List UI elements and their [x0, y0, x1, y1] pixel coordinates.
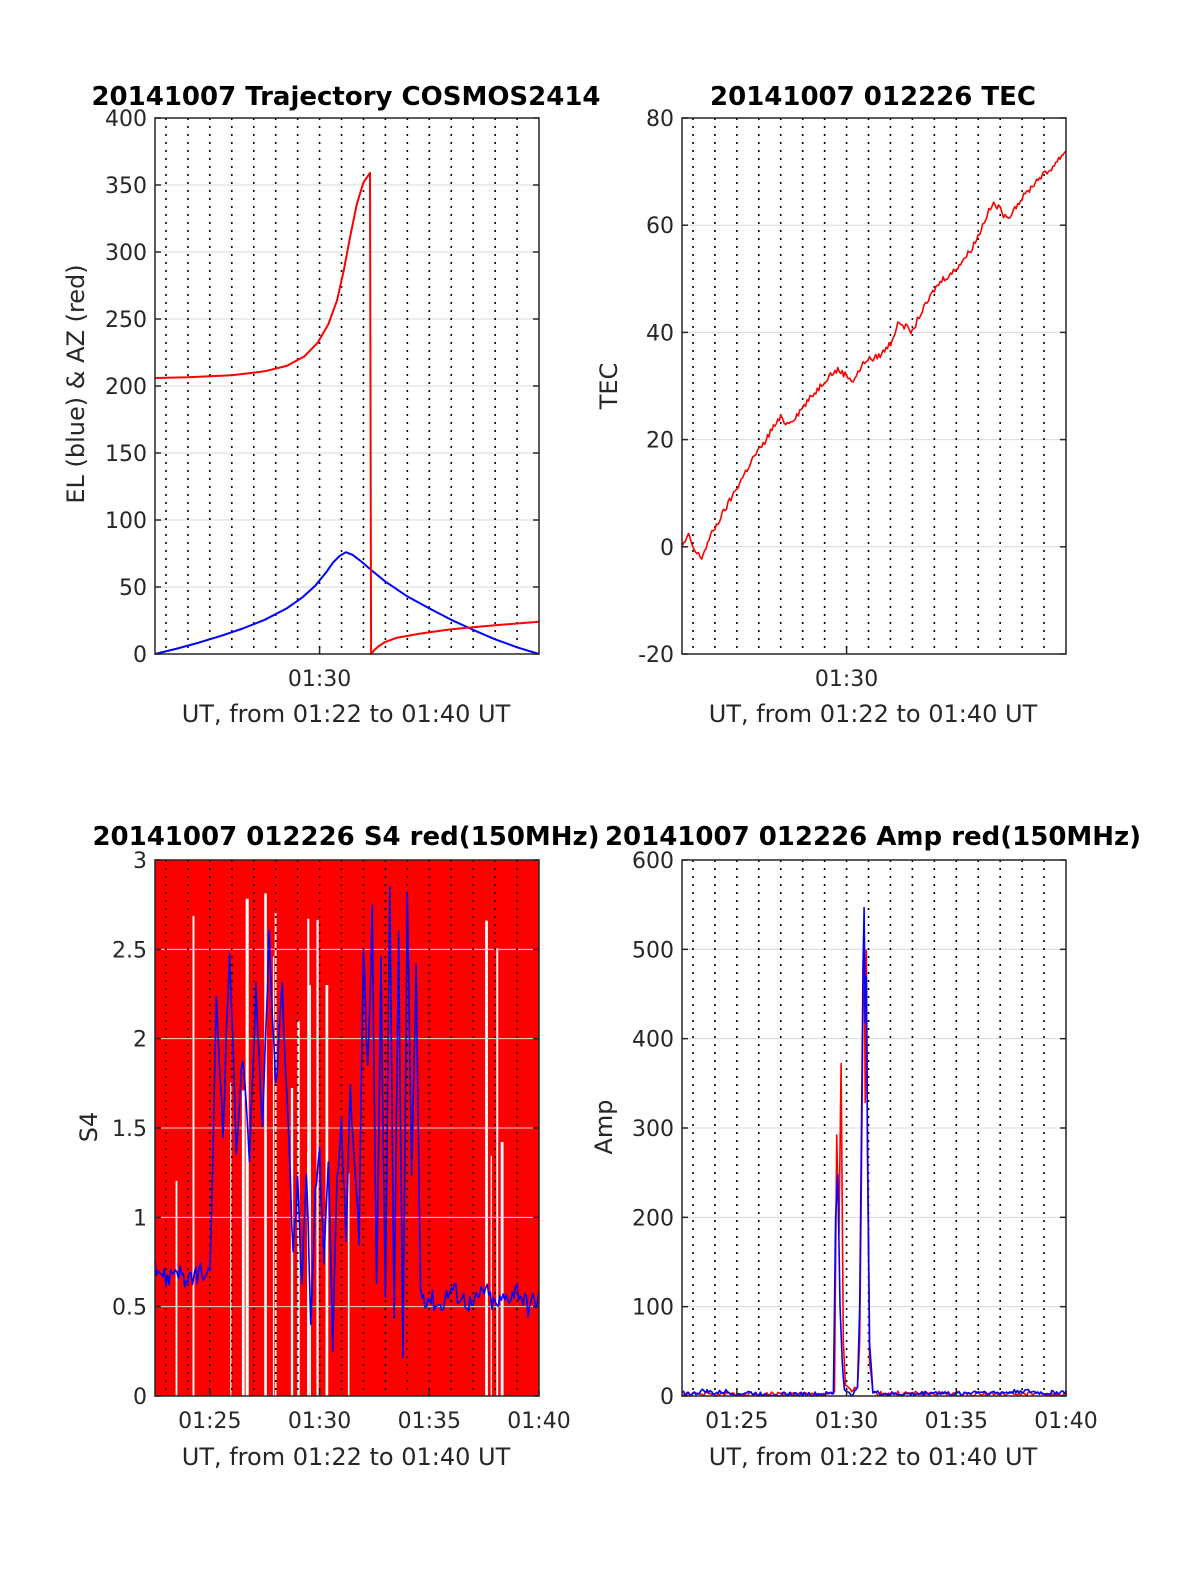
tec-xlabel: UT, from 01:22 to 01:40 UT: [709, 700, 1038, 728]
tec-panel: 20141007 012226 TEC UT, from 01:22 to 01…: [595, 82, 1067, 728]
amp-ytick-label: 0: [660, 1385, 674, 1410]
s4-xtick-label: 01:40: [507, 1409, 570, 1434]
trajectory-xlabel: UT, from 01:22 to 01:40 UT: [182, 700, 511, 728]
amp-series-1: [681, 906, 1067, 1397]
amp-xtick-label: 01:25: [705, 1409, 768, 1434]
tec-ytick-label: 20: [646, 429, 674, 454]
tec-ytick-label: 80: [646, 107, 674, 132]
trajectory-ytick-label: 0: [133, 643, 147, 668]
amp-xtick-label: 01:30: [815, 1409, 878, 1434]
s4-ytick-label: 0: [133, 1385, 147, 1410]
tec-ytick-label: 40: [646, 321, 674, 346]
tec-plot-area: [681, 117, 1067, 655]
trajectory-xtick-label: 01:30: [288, 667, 351, 692]
tec-ytick-label: 0: [660, 536, 674, 561]
amp-plot-area: [681, 859, 1067, 1397]
s4-series-0: [154, 885, 540, 1359]
amp-ylabel: Amp: [590, 1099, 618, 1154]
s4-ytick-label: 1: [133, 1206, 147, 1231]
s4-ytick-label: 3: [133, 849, 147, 874]
tec-ytick-label: -20: [638, 643, 674, 668]
trajectory-panel: 20141007 Trajectory COSMOS2414 UT, from …: [62, 82, 601, 728]
amp-series-0: [681, 932, 1067, 1397]
s4-ytick-label: 2: [133, 1028, 147, 1053]
trajectory-ytick-label: 200: [105, 375, 147, 400]
trajectory-ytick-label: 250: [105, 308, 147, 333]
amp-panel: 20141007 012226 Amp red(150MHz) UT, from…: [590, 822, 1141, 1471]
amp-xtick-label: 01:35: [925, 1409, 988, 1434]
tec-series-0: [681, 150, 1067, 560]
s4-plot-area: [154, 859, 540, 1397]
s4-xtick-label: 01:30: [288, 1409, 351, 1434]
tec-xtick-label: 01:30: [815, 667, 878, 692]
amp-xlabel: UT, from 01:22 to 01:40 UT: [709, 1443, 1038, 1471]
tec-axes-box: [681, 117, 1067, 655]
s4-ytick-label: 0.5: [112, 1296, 147, 1321]
s4-xtick-label: 01:35: [398, 1409, 461, 1434]
amp-xtick-label: 01:40: [1034, 1409, 1097, 1434]
amp-ytick-label: 300: [632, 1117, 674, 1142]
trajectory-ytick-label: 300: [105, 241, 147, 266]
trajectory-ylabel: EL (blue) & AZ (red): [62, 264, 90, 503]
trajectory-title: 20141007 Trajectory COSMOS2414: [91, 82, 600, 112]
trajectory-ytick-label: 350: [105, 174, 147, 199]
trajectory-ytick-label: 400: [105, 107, 147, 132]
amp-ytick-label: 200: [632, 1206, 674, 1231]
s4-ylabel: S4: [75, 1112, 103, 1143]
s4-ytick-label: 2.5: [112, 938, 147, 963]
trajectory-series-1: [154, 171, 540, 655]
amp-ytick-label: 500: [632, 938, 674, 963]
trajectory-series-0: [154, 551, 540, 655]
s4-panel: 20141007 012226 S4 red(150MHz) UT, from …: [75, 822, 600, 1471]
trajectory-plot-area: [154, 117, 540, 655]
amp-ytick-label: 400: [632, 1028, 674, 1053]
s4-ytick-label: 1.5: [112, 1117, 147, 1142]
trajectory-ytick-label: 50: [119, 576, 147, 601]
amp-ytick-label: 100: [632, 1296, 674, 1321]
amp-ytick-label: 600: [632, 849, 674, 874]
trajectory-ytick-label: 100: [105, 509, 147, 534]
tec-ytick-label: 60: [646, 214, 674, 239]
s4-xlabel: UT, from 01:22 to 01:40 UT: [182, 1443, 511, 1471]
tec-title: 20141007 012226 TEC: [710, 82, 1036, 112]
trajectory-ytick-label: 150: [105, 442, 147, 467]
s4-title: 20141007 012226 S4 red(150MHz): [92, 822, 599, 852]
amp-title: 20141007 012226 Amp red(150MHz): [605, 822, 1141, 852]
tec-ylabel: TEC: [595, 363, 623, 411]
s4-xtick-label: 01:25: [178, 1409, 241, 1434]
